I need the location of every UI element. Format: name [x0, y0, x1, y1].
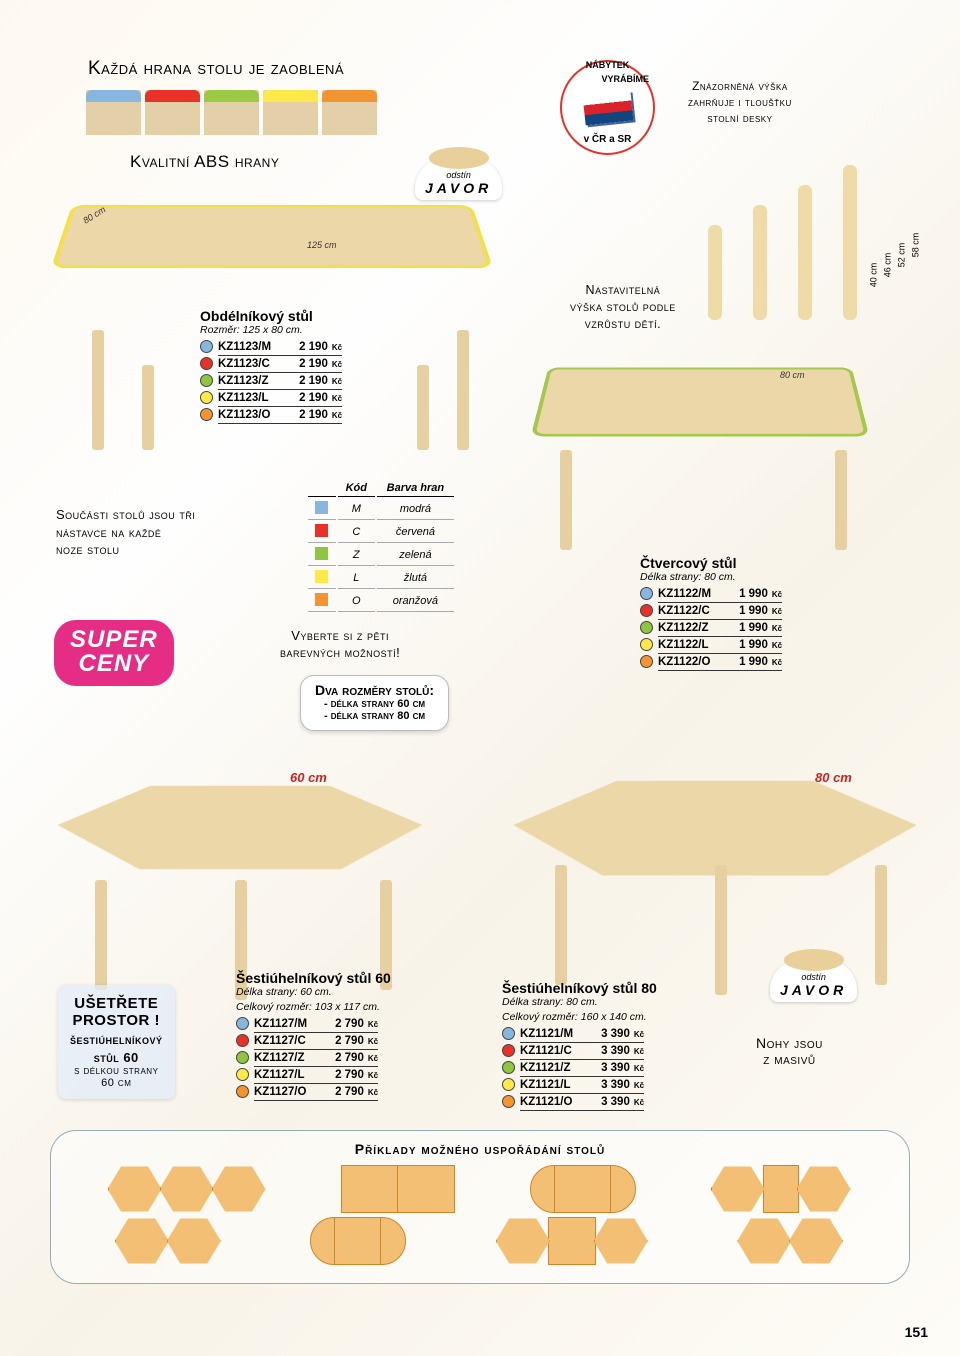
square-table-illustration: 80 cm [540, 340, 880, 500]
color-code-legend: KódBarva hran MmodráCčervenáZzelenáLžlut… [306, 478, 456, 614]
price-row: KZ1122/Z1 990Kč [640, 620, 782, 637]
adjustable-height-note: Nastavitelnávýška stolů podlevzrůstu dět… [570, 282, 676, 333]
square-price-list: KZ1122/M1 990KčKZ1122/C1 990KčKZ1122/Z1 … [640, 586, 782, 671]
page-number: 151 [905, 1324, 928, 1340]
hex80-price-list: KZ1121/M3 390KčKZ1121/C3 390KčKZ1121/Z3 … [502, 1026, 644, 1111]
price-row: KZ1127/O2 790Kč [236, 1084, 378, 1101]
price-row: KZ1127/Z2 790Kč [236, 1050, 378, 1067]
hex80-pricebox: Šestiúhelníkový stůl 80 Délka strany: 80… [502, 980, 657, 1111]
leg-height-diagram: 40 cm 46 cm 52 cm 58 cm [698, 120, 908, 320]
rect-price-list: KZ1123/M2 190KčKZ1123/C2 190KčKZ1123/Z2 … [200, 339, 342, 424]
heading-abs-edges: Kvalitní ABS hrany [130, 152, 279, 172]
price-row: KZ1123/M2 190Kč [200, 339, 342, 356]
arrangements-panel: Příklady možného uspořádání stolů [50, 1130, 910, 1284]
price-row: KZ1121/M3 390Kč [502, 1026, 644, 1043]
color-legend-row: Lžlutá [308, 568, 454, 589]
hex60-price-list: KZ1127/M2 790KčKZ1127/C2 790KčKZ1127/Z2 … [236, 1016, 378, 1101]
price-row: KZ1121/C3 390Kč [502, 1043, 644, 1060]
edge-color-swatches [86, 90, 377, 135]
rectangular-table-pricebox: Obdélníkový stůl Rozměr: 125 x 80 cm. KZ… [200, 308, 342, 424]
square-table-pricebox: Čtvercový stůl Délka strany: 80 cm. KZ11… [640, 555, 782, 671]
price-row: KZ1127/L2 790Kč [236, 1067, 378, 1084]
hex60-pricebox: Šestiúhelníkový stůl 60 Délka strany: 60… [236, 970, 391, 1101]
hex60-illustration: 60 cm [50, 750, 470, 970]
shade-javor-chip-2: odstín JAVOR [770, 960, 857, 1002]
hex80-illustration: 80 cm [505, 740, 925, 960]
solid-wood-legs-note: Nohy jsouz masivů [756, 1035, 823, 1067]
price-row: KZ1127/C2 790Kč [236, 1033, 378, 1050]
super-ceny-badge: SUPERCENY [54, 620, 174, 686]
save-space-callout: UŠETŘETE PROSTOR ! šestiúhelníkový stůl … [58, 985, 175, 1099]
price-row: KZ1122/L1 990Kč [640, 637, 782, 654]
price-row: KZ1122/C1 990Kč [640, 603, 782, 620]
price-row: KZ1121/O3 390Kč [502, 1094, 644, 1111]
made-in-cr-sr-seal: NÁBYTEK VYRÁBÍME v ČR a SR [560, 60, 655, 155]
price-row: KZ1123/C2 190Kč [200, 356, 342, 373]
price-row: KZ1127/M2 790Kč [236, 1016, 378, 1033]
price-row: KZ1122/M1 990Kč [640, 586, 782, 603]
two-sizes-callout: Dva rozměry stolů: - délka strany 60 cm … [300, 675, 449, 731]
color-legend-row: Mmodrá [308, 499, 454, 520]
price-row: KZ1121/Z3 390Kč [502, 1060, 644, 1077]
choose-from-five-note: Vyberte si z pětibarevných možností! [280, 628, 400, 662]
color-legend-row: Zzelená [308, 545, 454, 566]
leg-extensions-note: Součásti stolů jsou třinástavce na každé… [56, 506, 195, 559]
color-legend-row: Cčervená [308, 522, 454, 543]
price-row: KZ1123/O2 190Kč [200, 407, 342, 424]
heading-rounded-edges: Každá hrana stolu je zaoblená [88, 58, 344, 80]
price-row: KZ1121/L3 390Kč [502, 1077, 644, 1094]
price-row: KZ1123/Z2 190Kč [200, 373, 342, 390]
price-row: KZ1122/O1 990Kč [640, 654, 782, 671]
price-row: KZ1123/L2 190Kč [200, 390, 342, 407]
color-legend-row: Ooranžová [308, 591, 454, 612]
